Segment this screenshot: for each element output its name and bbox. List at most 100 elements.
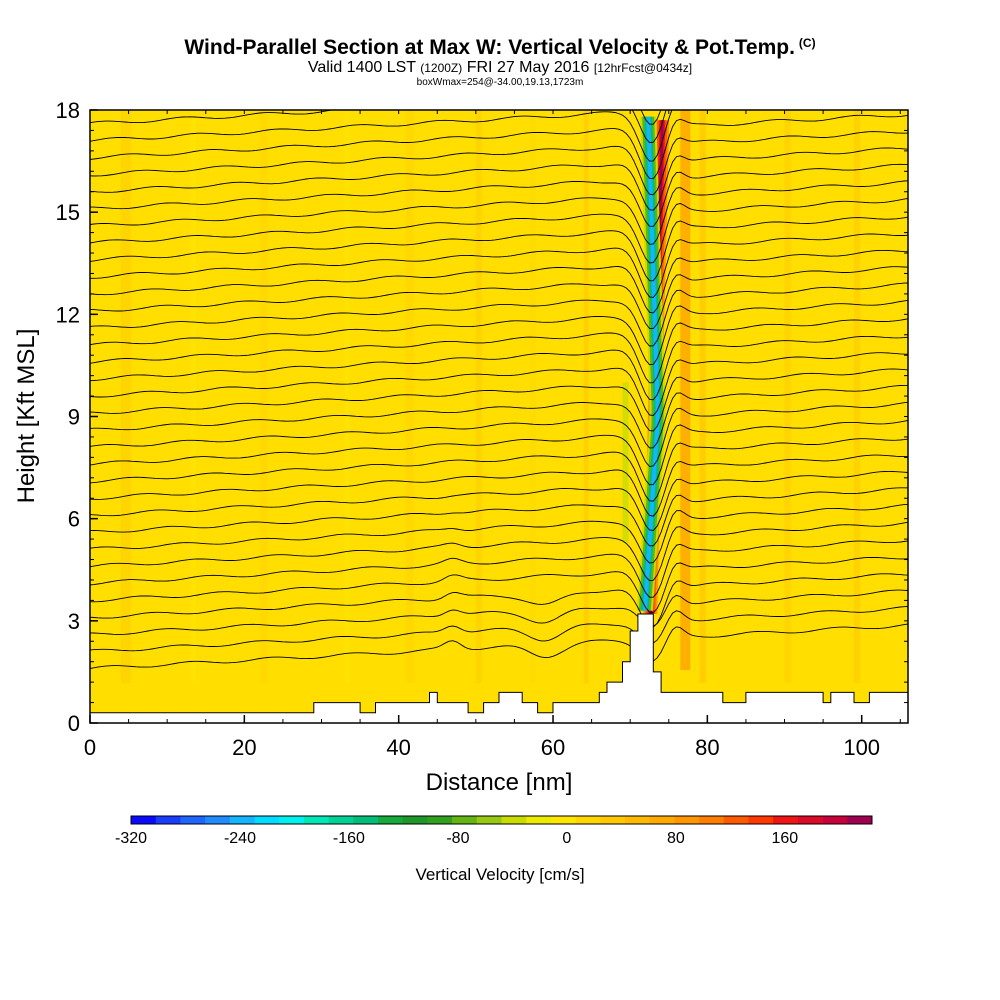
theta-contour — [90, 180, 908, 245]
colorbar-swatch — [476, 816, 502, 824]
copyright-mark: (C) — [798, 36, 816, 50]
theta-contour — [90, 606, 908, 652]
colorbar-swatch — [229, 816, 255, 824]
vertical-velocity-shading — [90, 110, 908, 723]
colorbar-swatch — [155, 816, 181, 824]
background-fill — [90, 110, 908, 723]
colorbar-tick-label: 0 — [562, 830, 571, 847]
x-tick-label: 40 — [386, 735, 410, 760]
theta-contour — [90, 503, 908, 564]
colorbar-frame — [130, 815, 873, 825]
colorbar-tick-label: -160 — [333, 830, 365, 847]
x-tick-label: 100 — [843, 735, 880, 760]
theta-contour — [90, 216, 908, 282]
y-axis-label: Height [Kft MSL] — [13, 329, 40, 504]
theta-contour — [90, 114, 908, 180]
theta-contour — [90, 487, 908, 547]
colorbar-swatch — [180, 816, 206, 824]
theta-contour — [90, 110, 667, 144]
theta-contour — [90, 233, 908, 298]
colorbar: -320 -240 -160 -80 0 80 160 — [115, 815, 873, 847]
theta-contour — [90, 556, 908, 614]
colorbar-swatch — [748, 816, 774, 824]
theta-contour — [90, 540, 908, 598]
colorbar-swatch — [526, 816, 552, 824]
colorbar-tick-label: 80 — [667, 830, 685, 847]
colorbar-swatch — [822, 816, 848, 824]
colorbar-label: Vertical Velocity [cm/s] — [415, 865, 584, 884]
velocity-streak — [784, 110, 791, 683]
y-tick-label: 6 — [68, 507, 80, 532]
theta-contour — [90, 299, 908, 366]
colorbar-swatch — [847, 816, 873, 824]
theta-contour — [90, 147, 908, 211]
velocity-band — [642, 116, 660, 611]
theta-contour — [90, 163, 908, 227]
theta-contour — [90, 384, 908, 449]
theta-contour — [90, 352, 908, 416]
colorbar-swatch — [625, 816, 650, 824]
box-info: boxWmax=254@-34.00,19.13,1723m — [416, 77, 584, 88]
colorbar-swatch — [279, 816, 305, 824]
theta-contour — [90, 470, 908, 531]
theta-contour — [90, 335, 908, 401]
colorbar-swatch — [600, 816, 626, 824]
x-tick-label: 80 — [695, 735, 719, 760]
colorbar-tick-label: -320 — [115, 830, 147, 847]
velocity-streak — [529, 110, 536, 683]
y-tick-label: 15 — [56, 200, 80, 225]
colorbar-swatch — [131, 816, 156, 824]
theta-contour — [90, 249, 908, 314]
colorbar-tick-label: 160 — [771, 830, 798, 847]
chart-title: Wind-Parallel Section at Max W: Vertical… — [184, 36, 816, 59]
velocity-streak — [259, 110, 268, 683]
colorbar-swatch — [649, 816, 675, 824]
y-tick-label: 9 — [68, 405, 80, 430]
theta-contour — [90, 198, 908, 264]
colorbar-swatch — [723, 816, 749, 824]
theta-contour — [90, 266, 908, 330]
colorbar-swatch — [427, 816, 453, 824]
y-tick-label: 3 — [68, 609, 80, 634]
colorbar-swatch — [378, 816, 403, 824]
velocity-streak — [190, 110, 197, 683]
theta-contour — [90, 110, 673, 162]
x-tick-label: 20 — [232, 735, 256, 760]
colorbar-swatch — [501, 816, 527, 824]
colorbar-tick-label: -80 — [446, 830, 469, 847]
velocity-band — [638, 116, 664, 611]
colorbar-tick-label: -240 — [224, 830, 256, 847]
valid-time: Valid 1400 LST (1200Z) FRI 27 May 2016 [… — [307, 59, 693, 76]
colorbar-swatch — [353, 816, 379, 824]
x-axis: 0 20 40 60 80 100 — [84, 110, 901, 760]
velocity-band — [640, 116, 662, 611]
colorbar-swatch — [699, 816, 725, 824]
colorbar-swatch — [797, 816, 823, 824]
theta-contour — [90, 131, 908, 196]
velocity-streak — [680, 110, 691, 670]
x-tick-label: 0 — [84, 735, 96, 760]
theta-contour — [90, 401, 908, 467]
colorbar-swatch — [254, 816, 280, 824]
velocity-streak — [699, 110, 706, 683]
velocity-streak — [475, 110, 482, 683]
theta-contour — [90, 282, 908, 347]
colorbar-swatch — [575, 816, 601, 824]
y-tick-label: 12 — [56, 302, 80, 327]
colorbar-swatch — [674, 816, 700, 824]
theta-contour — [90, 589, 908, 635]
terrain-profile — [89, 613, 909, 724]
y-tick-label: 0 — [68, 711, 80, 736]
theta-contour — [90, 521, 908, 582]
colorbar-swatch — [303, 816, 329, 824]
velocity-streak — [583, 110, 589, 683]
theta-contour — [90, 623, 908, 669]
colorbar-swatch — [452, 816, 478, 824]
y-axis: 0 3 6 9 12 15 18 — [56, 98, 908, 736]
colorbar-swatch — [328, 816, 354, 824]
colorbar-swatch — [402, 816, 428, 824]
velocity-streak — [120, 110, 131, 683]
colorbar-swatch — [205, 816, 231, 824]
terrain — [89, 613, 909, 724]
theta-contour — [90, 420, 908, 486]
